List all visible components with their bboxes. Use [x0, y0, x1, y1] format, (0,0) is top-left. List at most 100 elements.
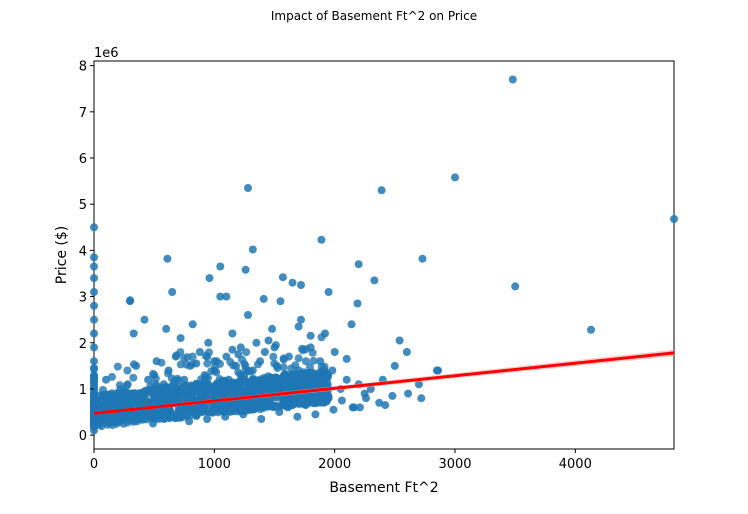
data-point	[166, 406, 175, 415]
data-point	[175, 408, 184, 416]
data-point	[270, 343, 279, 352]
data-point	[297, 281, 305, 289]
data-point	[162, 324, 171, 333]
data-point	[167, 412, 175, 421]
x-tick-label: 3000	[438, 457, 471, 472]
y-tick-label: 2	[79, 337, 87, 352]
y-tick-label: 4	[79, 244, 87, 259]
data-point	[193, 405, 202, 414]
data-point	[321, 329, 329, 338]
data-point	[330, 348, 339, 356]
data-point	[402, 348, 411, 356]
y-tick-label: 6	[79, 152, 87, 167]
y-tick-label: 8	[79, 60, 87, 75]
data-point	[256, 357, 265, 366]
data-point	[205, 348, 213, 357]
chart-title: Impact of Basement Ft^2 on Price	[271, 9, 477, 23]
data-point	[104, 397, 113, 406]
data-point	[292, 380, 301, 389]
y-axis-title: Price ($)	[54, 226, 70, 284]
data-point	[316, 390, 325, 399]
data-point	[203, 415, 212, 423]
data-point	[306, 343, 315, 352]
x-tick-label: 2000	[318, 457, 351, 472]
data-point	[248, 245, 257, 254]
data-point	[90, 274, 98, 283]
data-point	[265, 398, 274, 407]
data-point	[297, 315, 305, 324]
data-point	[417, 394, 426, 403]
data-point	[241, 265, 250, 274]
data-point	[347, 320, 356, 329]
data-point	[222, 292, 231, 301]
data-point	[312, 378, 320, 387]
data-point	[90, 253, 98, 262]
data-point	[138, 389, 147, 398]
data-point	[275, 408, 284, 416]
data-point	[214, 379, 223, 388]
data-point	[203, 408, 212, 416]
y-offset-label: 1e6	[94, 46, 119, 61]
data-points	[90, 75, 678, 435]
data-point	[238, 384, 247, 393]
data-point	[279, 383, 288, 392]
data-point	[395, 336, 404, 345]
data-point	[270, 385, 279, 393]
data-point	[199, 380, 208, 389]
data-point	[152, 357, 161, 366]
data-point	[108, 372, 116, 381]
y-tick-label: 5	[79, 198, 87, 213]
data-point	[288, 278, 297, 287]
data-point	[156, 389, 165, 398]
data-point	[132, 361, 141, 370]
data-point	[247, 405, 256, 414]
data-point	[207, 385, 216, 393]
data-point	[306, 331, 315, 340]
data-point	[130, 415, 139, 423]
data-point	[90, 223, 98, 232]
data-point	[129, 373, 138, 382]
data-point	[354, 260, 363, 269]
regression-line-path	[93, 351, 675, 415]
data-point	[240, 371, 249, 380]
data-point	[257, 415, 266, 423]
data-point	[167, 374, 176, 383]
data-point	[164, 366, 173, 375]
data-point	[305, 363, 314, 372]
data-point	[228, 345, 237, 354]
data-point	[311, 410, 320, 419]
data-point	[241, 362, 250, 370]
data-point	[279, 363, 288, 372]
data-point	[216, 292, 225, 301]
data-point	[216, 262, 225, 271]
data-point	[319, 398, 328, 407]
data-point	[90, 357, 98, 366]
data-point	[99, 386, 107, 394]
data-point	[260, 348, 269, 356]
data-point	[220, 389, 228, 398]
data-point	[90, 398, 98, 407]
data-point	[188, 320, 197, 329]
data-point	[353, 299, 362, 308]
data-point	[370, 276, 379, 285]
data-point	[221, 412, 230, 421]
x-tick-label: 0	[90, 457, 98, 472]
data-point	[203, 359, 212, 368]
data-point	[183, 389, 192, 398]
data-point	[294, 322, 303, 331]
x-axis-ticks: 0 1000 2000 3000 4000	[90, 449, 592, 472]
data-point	[155, 412, 164, 421]
data-point	[116, 385, 125, 393]
data-point	[176, 334, 185, 343]
data-point	[90, 371, 98, 380]
data-point	[125, 415, 133, 424]
data-point	[229, 401, 238, 410]
data-point	[123, 380, 132, 389]
regression-line	[93, 351, 675, 415]
data-point	[508, 75, 517, 84]
data-point	[205, 274, 214, 283]
data-point	[168, 394, 177, 403]
data-point	[171, 352, 180, 361]
data-point	[362, 394, 370, 403]
data-point	[190, 387, 199, 395]
